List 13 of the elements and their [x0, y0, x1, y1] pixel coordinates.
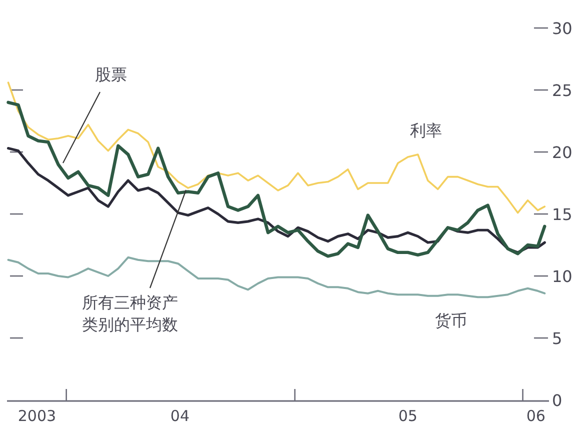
y-tick-label: 0 [552, 391, 562, 410]
x-tick-label: 2003 [18, 407, 56, 424]
line-series [6, 100, 546, 258]
x-tick-label: 05 [398, 407, 418, 424]
y-tick-label: 10 [552, 267, 572, 286]
x-tick-label: 06 [526, 407, 546, 424]
x-tick-label: 04 [170, 407, 190, 424]
y-tick-label: 5 [552, 329, 562, 348]
y-tick-label: 15 [552, 205, 572, 224]
y-tick-label: 20 [552, 143, 572, 162]
y-tick-label: 30 [552, 19, 572, 38]
line-series [7, 82, 546, 214]
y-tick-label: 25 [552, 81, 572, 100]
